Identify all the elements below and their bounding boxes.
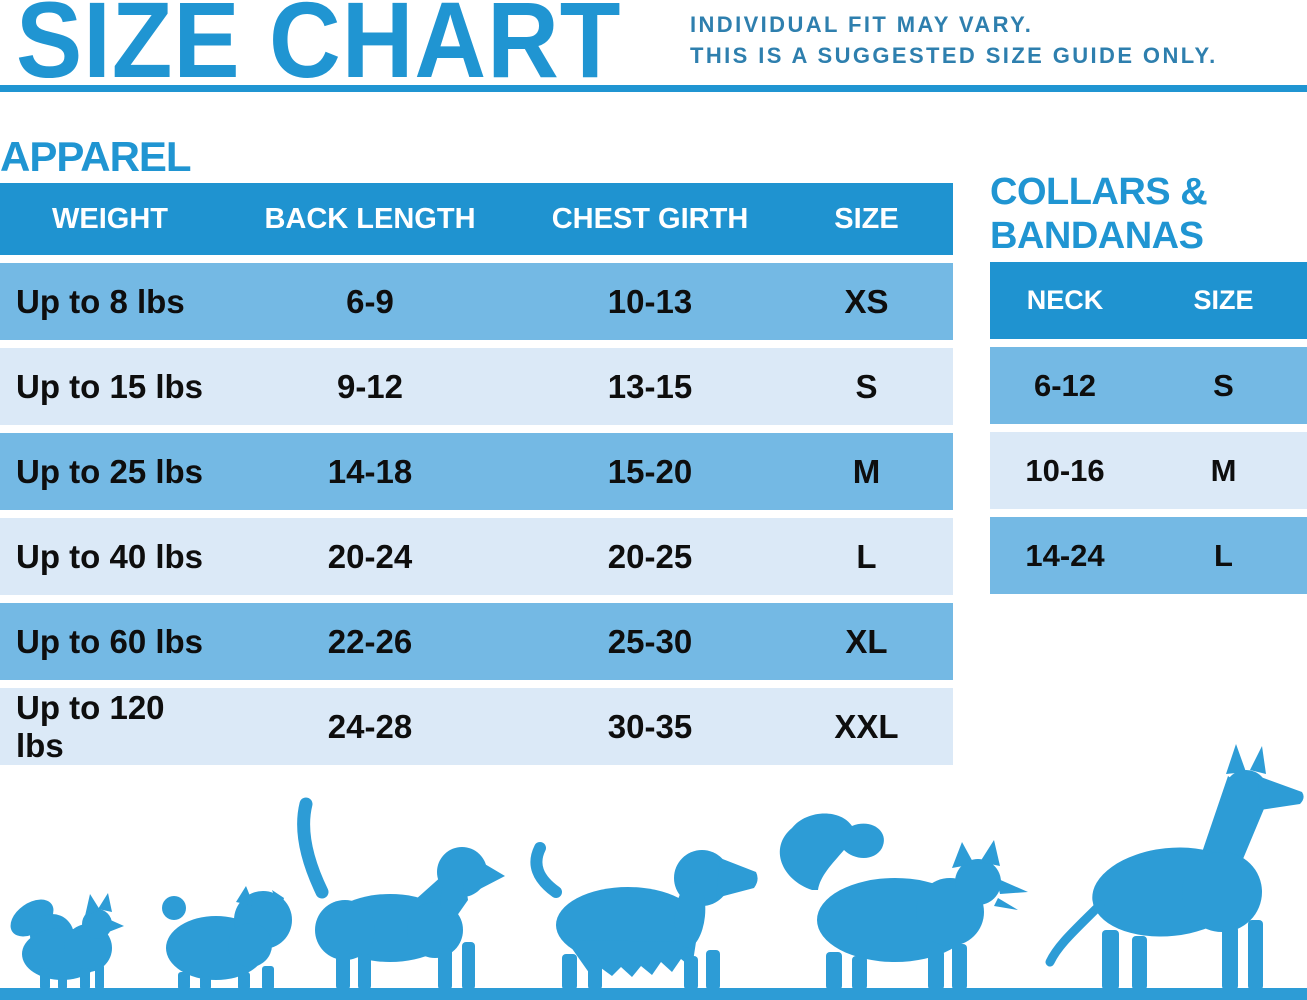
column-header: CHEST GIRTH <box>551 202 749 235</box>
disclaimer-line-1: INDIVIDUAL FIT MAY VARY. <box>690 12 1034 37</box>
table-cell: Up to 15 lbs <box>16 367 204 405</box>
table-cell: XXL <box>834 707 899 745</box>
dog-silhouettes-graphic <box>0 744 1307 1000</box>
table-cell: 22-26 <box>327 622 413 660</box>
great-dane-icon <box>1045 744 1304 990</box>
table-cell: Up to 8 lbs <box>16 282 185 320</box>
column-header: BACK LENGTH <box>264 202 476 235</box>
apparel-section-heading: APPAREL <box>0 133 192 180</box>
table-row: Up to 15 lbs 9-12 13-15 S <box>0 348 953 425</box>
table-cell: M <box>1210 452 1237 488</box>
table-cell: S <box>1213 367 1234 403</box>
table-cell: XL <box>845 622 888 660</box>
table-cell: 15-20 <box>607 452 693 490</box>
column-header: NECK <box>1026 285 1104 315</box>
column-header: SIZE <box>1193 285 1254 315</box>
collars-section-heading: COLLARS & BANDANAS <box>990 171 1208 257</box>
table-row: Up to 120 lbs 24-28 30-35 XXL <box>0 688 953 765</box>
table-row: 6-12 S <box>990 347 1307 424</box>
table-cell: Up to 25 lbs <box>16 452 204 490</box>
table-cell: XS <box>844 282 889 320</box>
column-header: SIZE <box>834 202 899 235</box>
table-cell: 14-24 <box>1025 537 1105 573</box>
table-header-row: NECK SIZE <box>990 262 1307 339</box>
table-cell: 6-12 <box>1033 367 1097 403</box>
collars-size-table: NECK SIZE 6-12 S 10-16 M 14-24 L <box>990 262 1307 594</box>
table-cell: 10-16 <box>1025 452 1105 488</box>
cocker-spaniel-icon <box>530 842 758 990</box>
table-cell: 20-25 <box>607 537 693 575</box>
column-header: WEIGHT <box>52 202 168 235</box>
table-cell: 25-30 <box>607 622 693 660</box>
disclaimer-line-2: THIS IS A SUGGESTED SIZE GUIDE ONLY. <box>690 43 1218 68</box>
table-row: Up to 25 lbs 14-18 15-20 M <box>0 433 953 510</box>
table-cell: Up to 120 lbs <box>16 688 165 764</box>
pug-icon <box>162 886 292 990</box>
table-cell: Up to 40 lbs <box>16 537 204 575</box>
table-cell: 10-13 <box>607 282 693 320</box>
table-row: Up to 8 lbs 6-9 10-13 XS <box>0 263 953 340</box>
beagle-icon <box>297 797 505 990</box>
apparel-size-table: WEIGHT BACK LENGTH CHEST GIRTH SIZE Up to 8 … <box>0 183 953 765</box>
table-cell: 14-18 <box>327 452 413 490</box>
table-cell: 30-35 <box>607 707 693 745</box>
table-cell: 9-12 <box>336 367 404 405</box>
table-cell: L <box>1214 537 1233 573</box>
table-row: Up to 40 lbs 20-24 20-25 L <box>0 518 953 595</box>
table-cell: M <box>852 452 881 490</box>
table-row: Up to 60 lbs 22-26 25-30 XL <box>0 603 953 680</box>
page-title: SIZE CHART <box>16 0 622 100</box>
table-row: 14-24 L <box>990 517 1307 594</box>
table-cell: L <box>856 537 877 575</box>
title-divider <box>0 85 1307 92</box>
table-header-row: WEIGHT BACK LENGTH CHEST GIRTH SIZE <box>0 183 953 255</box>
ground-line <box>0 988 1307 1000</box>
disclaimer-note: INDIVIDUAL FIT MAY VARY. THIS IS A SUGGE… <box>690 9 1218 71</box>
table-cell: 13-15 <box>607 367 693 405</box>
table-cell: 24-28 <box>327 707 413 745</box>
table-cell: Up to 60 lbs <box>16 622 204 660</box>
husky-icon <box>779 813 1028 990</box>
table-cell: 20-24 <box>327 537 413 575</box>
table-cell: S <box>855 367 878 405</box>
table-row: 10-16 M <box>990 432 1307 509</box>
table-cell: 6-9 <box>346 282 394 320</box>
pomeranian-icon <box>10 893 124 990</box>
